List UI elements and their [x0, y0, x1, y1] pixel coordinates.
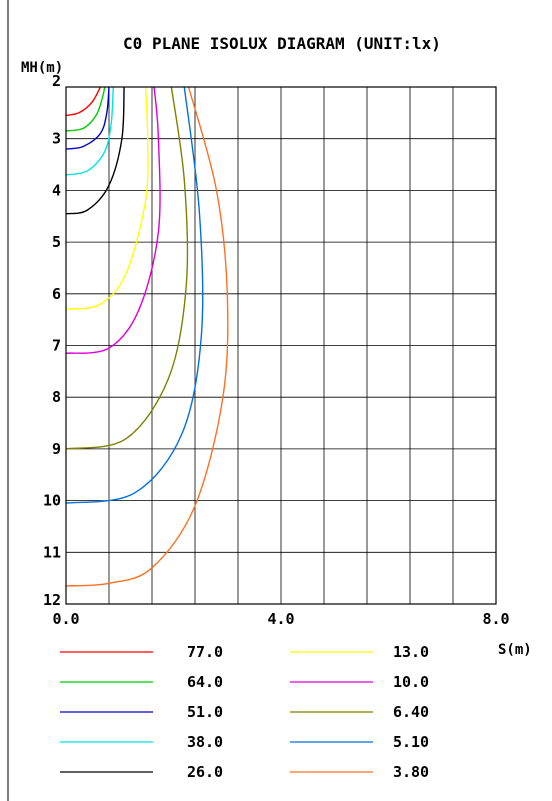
chart-title: C0 PLANE ISOLUX DIAGRAM (UNIT:lx)	[123, 34, 441, 53]
legend-label: 38.0	[187, 733, 223, 751]
y-tick-label: 12	[43, 591, 61, 609]
isolux-curve-64-0	[65, 86, 106, 132]
y-tick-label: 2	[52, 72, 61, 90]
x-tick-label: 4.0	[267, 610, 294, 628]
isolux-curve-6-40	[65, 86, 189, 450]
legend-label: 6.40	[393, 703, 429, 721]
y-axis-label: MH(m)	[21, 60, 63, 76]
legend-label: 64.0	[187, 673, 223, 691]
legend-label: 13.0	[393, 643, 429, 661]
y-tick-label: 9	[52, 440, 61, 458]
legend-label: 51.0	[187, 703, 223, 721]
plot-frame	[65, 86, 497, 605]
isolux-curve-51-0	[65, 86, 110, 150]
y-tick-label: 11	[43, 543, 61, 561]
x-axis-label: S(m)	[498, 642, 532, 658]
legend-label: 77.0	[187, 643, 223, 661]
isolux-curve-13-0	[65, 86, 149, 310]
legend-label: 3.80	[393, 763, 429, 781]
isolux-curve-5-10	[65, 86, 204, 504]
y-tick-label: 4	[52, 181, 61, 199]
isolux-curve-10-0	[65, 86, 161, 354]
y-tick-label: 6	[52, 285, 61, 303]
x-tick-label: 8.0	[482, 610, 509, 628]
y-tick-labels: 2 3 4 5 6 7 8 9 10 11 12	[43, 72, 61, 609]
y-tick-label: 7	[52, 337, 61, 355]
isolux-curve-77-0	[65, 86, 102, 117]
legend-label: 26.0	[187, 763, 223, 781]
y-tick-label: 5	[52, 233, 61, 251]
legend-label: 10.0	[393, 673, 429, 691]
isolux-curve-38-0	[65, 86, 114, 176]
y-tick-label: 10	[43, 492, 61, 510]
isolux-curve-3-80	[65, 86, 229, 587]
y-tick-label: 3	[52, 130, 61, 148]
isolux-curve-26-0	[65, 86, 125, 215]
legend: 77.0 64.0 51.0 38.0 26.0 13.0 10.0 6.40 5.10 3.80	[60, 643, 429, 781]
grid	[65, 86, 497, 605]
legend-label: 5.10	[393, 733, 429, 751]
x-tick-label: 0.0	[52, 610, 79, 628]
y-tick-label: 8	[52, 388, 61, 406]
x-tick-labels: 0.0 4.0 8.0	[52, 610, 509, 628]
isolux-curves	[65, 86, 229, 587]
